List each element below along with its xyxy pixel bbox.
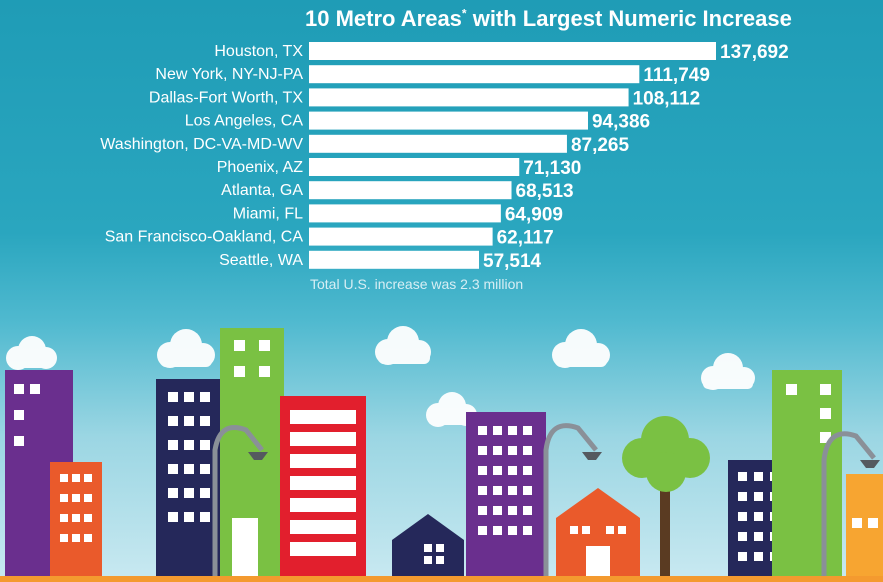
category-label: Houston, TX <box>214 43 303 60</box>
value-label: 64,909 <box>505 204 563 225</box>
value-label: 68,513 <box>516 181 574 202</box>
chart-title-main: 10 Metro Areas <box>305 6 462 31</box>
cloud-icon <box>6 336 57 370</box>
chart-title: 10 Metro Areas* with Largest Numeric Inc… <box>305 6 865 32</box>
building-navy <box>156 379 222 582</box>
bar <box>309 134 567 153</box>
bar <box>309 42 716 60</box>
value-label: 62,117 <box>497 228 554 249</box>
building-purple-mid <box>466 412 546 582</box>
value-label: 57,514 <box>483 251 542 272</box>
tree-icon <box>622 416 710 492</box>
bar <box>309 227 493 246</box>
value-label: 71,130 <box>523 158 581 179</box>
building-windows <box>232 340 270 582</box>
building-windows <box>290 410 356 556</box>
street-lamp <box>212 425 264 582</box>
building-windows <box>168 392 210 522</box>
building-windows <box>14 384 40 446</box>
value-label: 111,749 <box>643 65 710 86</box>
bar <box>309 88 629 107</box>
bar <box>309 250 480 269</box>
category-label: New York, NY-NJ-PA <box>155 66 303 83</box>
category-label: Miami, FL <box>233 205 303 222</box>
ground-strip <box>0 576 883 582</box>
cloud-icon <box>552 329 610 368</box>
value-label: 137,692 <box>720 42 789 63</box>
street-lamp <box>543 423 598 582</box>
category-label: San Francisco-Oakland, CA <box>105 229 304 246</box>
category-label: Washington, DC-VA-MD-WV <box>100 136 303 153</box>
cloud-icon <box>157 329 215 368</box>
bar <box>309 158 520 176</box>
building-windows <box>60 474 92 542</box>
street-lamp <box>821 431 876 582</box>
cloud-icon <box>375 326 431 365</box>
city-skyline-illustration <box>0 326 883 582</box>
category-label: Dallas-Fort Worth, TX <box>149 89 303 106</box>
bar <box>309 111 588 130</box>
value-label: 87,265 <box>571 135 630 156</box>
building-windows <box>786 384 831 443</box>
tree-trunk <box>660 480 670 582</box>
building-windows <box>478 426 532 535</box>
cloud-icon <box>701 353 755 390</box>
chart-footnote: Total U.S. increase was 2.3 million <box>310 276 524 292</box>
category-label: Los Angeles, CA <box>185 113 304 130</box>
value-label: 108,112 <box>633 88 701 109</box>
category-label: Seattle, WA <box>219 252 303 269</box>
category-label: Atlanta, GA <box>221 182 303 199</box>
house-orange <box>556 488 640 582</box>
bar <box>309 204 501 223</box>
building-green-right <box>772 370 842 582</box>
category-label: Phoenix, AZ <box>217 159 304 176</box>
bar <box>309 181 512 200</box>
bar-chart: Houston, TX 137,692 New York, NY-NJ-PA 111,… <box>0 0 883 300</box>
chart-title-rest: with Largest Numeric Increase <box>466 6 792 31</box>
bar <box>309 65 640 84</box>
chart-title-asterisk: * <box>461 6 467 21</box>
value-label: 94,386 <box>592 112 650 133</box>
